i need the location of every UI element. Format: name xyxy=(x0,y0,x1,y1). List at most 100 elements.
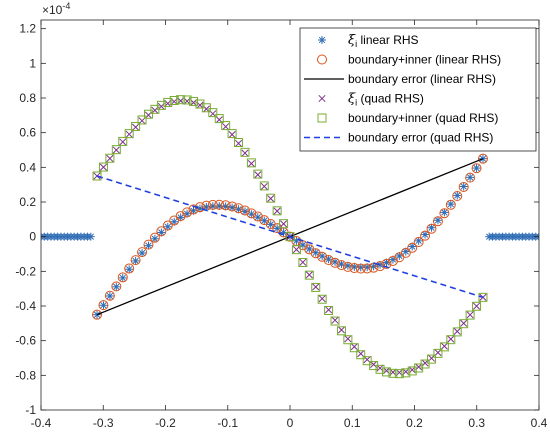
series-2-point xyxy=(477,153,488,164)
series-2-point xyxy=(420,230,431,241)
series-2-point xyxy=(92,309,103,320)
series-5-point xyxy=(446,335,456,345)
y-tick-label: 0.6 xyxy=(19,126,36,140)
series-2-point xyxy=(355,263,366,274)
series-5-point xyxy=(189,96,199,106)
series-5-point xyxy=(388,368,398,378)
series-1-point xyxy=(472,164,481,173)
x-tick-label: 0.1 xyxy=(344,416,361,430)
series-5-point xyxy=(304,270,314,280)
series-5-point xyxy=(111,145,121,155)
series-4-point xyxy=(325,306,333,314)
series-4-point xyxy=(93,172,101,180)
series-1 xyxy=(41,154,539,319)
y-tick-label: -0.8 xyxy=(15,368,36,382)
series-5-point xyxy=(124,129,134,139)
series-1-point xyxy=(144,241,153,250)
legend-box xyxy=(299,27,537,152)
series-4-point xyxy=(312,283,320,291)
y-tick-label: 0.8 xyxy=(19,91,36,105)
y-tick-label: -0.2 xyxy=(15,264,36,278)
series-1-point xyxy=(138,249,147,258)
series-1-point xyxy=(453,191,462,200)
series-5-point xyxy=(317,294,327,304)
series-1-point xyxy=(446,200,455,209)
series-5-point xyxy=(298,258,308,268)
series-1-point xyxy=(112,282,121,291)
y-tick-label: -1 xyxy=(25,403,36,417)
legend-label-2: boundary+inner (linear RHS) xyxy=(348,53,501,67)
series-5-point xyxy=(381,367,391,377)
series-1-point xyxy=(427,223,436,232)
series-5-point xyxy=(285,232,295,242)
series-2-point xyxy=(426,223,437,234)
legend-marker-1 xyxy=(318,36,326,44)
y-tick-label: 0 xyxy=(29,230,36,244)
series-2-point xyxy=(407,242,418,253)
series-5-point xyxy=(259,181,269,191)
series-1-point xyxy=(298,240,307,249)
series-5-point xyxy=(214,114,224,124)
series-4-point xyxy=(447,335,455,343)
series-2-point xyxy=(400,247,411,258)
series-2-point xyxy=(323,255,334,266)
legend-marker-4 xyxy=(318,94,326,103)
series-4-point xyxy=(331,316,339,324)
series-4-point xyxy=(222,123,230,131)
x-tick-label: 0 xyxy=(287,416,294,430)
series-2-point xyxy=(439,208,450,219)
series-4-point xyxy=(254,171,262,179)
series-2-point xyxy=(310,248,321,259)
series-2-point xyxy=(143,239,154,250)
series-5-point xyxy=(163,97,173,107)
series-4-point xyxy=(260,182,268,190)
legend-label-6: boundary error (quad RHS) xyxy=(348,131,493,145)
series-5-point xyxy=(227,129,237,139)
series-5-point xyxy=(143,109,153,119)
series-5-point xyxy=(407,366,417,376)
series-2-point xyxy=(239,205,250,216)
series-5-point xyxy=(234,138,244,148)
legend-label-1: ξi linear RHS xyxy=(348,33,419,49)
series-2-point xyxy=(336,260,347,271)
series-1-point xyxy=(260,216,269,225)
series-4-point xyxy=(472,302,481,310)
series-5-point xyxy=(105,153,115,163)
series-4-point xyxy=(299,258,307,266)
series-1-point xyxy=(433,216,442,225)
series-4-point xyxy=(241,149,249,157)
series-4-point xyxy=(305,271,313,279)
series-2-point xyxy=(111,281,122,292)
series-5-point xyxy=(137,115,147,125)
series-2-point xyxy=(362,263,373,274)
series-6 xyxy=(96,175,484,299)
legend-marker-2 xyxy=(317,54,327,65)
series-2-point xyxy=(381,258,392,269)
series-5-point xyxy=(98,162,108,172)
series-5-point xyxy=(176,95,186,105)
x-tick-label: -0.4 xyxy=(31,416,52,430)
series-5-point xyxy=(362,356,372,366)
series-2-point xyxy=(413,237,424,248)
series-5-point xyxy=(336,326,346,336)
series-5-point xyxy=(465,310,475,320)
legend-entry-6: boundary error (quad RHS) xyxy=(304,131,493,145)
series-2-point xyxy=(252,211,263,222)
y-exponent-label: ×10-4 xyxy=(42,1,70,17)
series-4-point xyxy=(228,130,236,139)
series-4-point xyxy=(125,130,133,138)
axes: -0.4 -0.3 -0.2 -0.1 0 0.1 0.2 0.3 0.4 -1 -0.8 -0.6 -… xyxy=(15,1,547,430)
series-2-point xyxy=(207,199,218,210)
series-1-point xyxy=(86,232,95,241)
series-4-point xyxy=(273,207,281,215)
series-2-point xyxy=(458,181,469,192)
y-tick-label: -0.4 xyxy=(15,299,36,313)
series-2-point xyxy=(214,199,225,210)
series-5-point xyxy=(439,342,449,352)
series-6-line xyxy=(96,175,484,299)
series-5 xyxy=(92,95,488,379)
series-5-point xyxy=(478,292,488,302)
series-4-point xyxy=(247,160,255,168)
series-5-point xyxy=(375,364,385,374)
